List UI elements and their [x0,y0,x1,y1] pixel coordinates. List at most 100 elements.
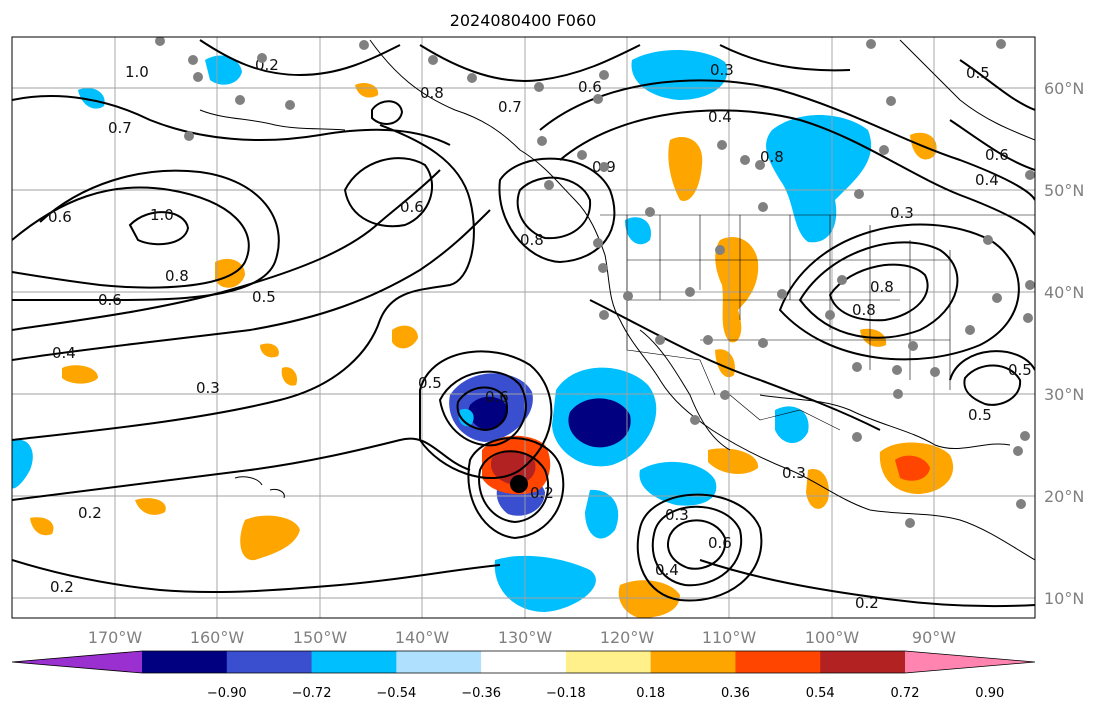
station-dot [184,131,194,141]
orange-region-r [355,83,379,98]
station-dot [1025,170,1035,180]
lon-tick-label: 120°W [600,628,655,647]
map-background [12,37,1035,618]
station-dot [758,202,768,212]
hawaii-islands [234,476,285,499]
contour-label: 0.2 [78,504,102,522]
contour-top-3 [719,44,851,72]
contour-labels: 1.0 0.2 0.7 0.6 0.5 0.8 1.0 0.6 0.8 0.5 … [48,56,1032,612]
contour-0p3-west [12,124,475,441]
contour-label: 0.7 [108,119,132,137]
baja-coastline [639,329,731,451]
station-dot [879,145,889,155]
contour-0p6-ne [949,119,1035,171]
station-dot [593,238,603,248]
contour-0p2-se [699,559,1035,608]
station-dot [825,310,835,320]
contour-0p2-west [12,437,471,501]
station-markers [155,37,1035,528]
station-dot [965,325,975,335]
colorbar-extend-high [905,651,1035,673]
contour-label: 1.0 [150,206,174,224]
station-dot [715,245,725,255]
station-dot [886,96,896,106]
contour-0p2-south [12,559,501,594]
contour-label: 0.5 [966,64,990,82]
lat-tick-label: 40°N [1044,283,1084,302]
lon-tick-label: 90°W [912,628,956,647]
contour-east-loop-2 [949,350,1035,381]
station-dot [359,40,369,50]
latitude-axis: 60°N 50°N 40°N 30°N 20°N 10°N [1044,79,1084,608]
contour-top-2 [419,44,641,82]
station-dot [1013,446,1023,456]
colorbar-tick-label: −0.54 [376,686,416,701]
colorbar-bin [735,651,821,673]
contour-label: 0.6 [985,146,1009,164]
orange-region-m [392,325,418,349]
station-dot [930,367,940,377]
station-dot [685,287,695,297]
station-dot [996,39,1006,49]
contour-label: 0.6 [485,388,509,406]
station-dot [866,39,876,49]
colorbar-bin [142,651,228,673]
contour-1p0-west [128,211,190,246]
station-dot [534,82,544,92]
contour-label: 0.4 [52,344,76,362]
contour-cyclone-b-2 [651,505,743,587]
hudson-coastline [899,39,1035,141]
map-frame [11,36,1036,619]
contour-cyclone-a-1 [438,370,527,447]
longitude-axis: 170°W 160°W 150°W 140°W 130°W 120°W 110°… [88,628,956,647]
colorbar-bin [481,651,567,673]
station-dot [467,73,477,83]
contour-label: 0.5 [252,288,276,306]
orange-region-e [240,515,300,561]
blue-region-i [78,87,105,109]
orange-region-q [715,349,735,378]
station-dot [777,289,787,299]
contour-small-loop [371,100,404,125]
contour-0p8-west [12,169,280,302]
station-dot [983,235,993,245]
station-dot [892,365,902,375]
lon-tick-label: 160°W [190,628,245,647]
contour-label: 0.6 [708,534,732,552]
shaded-anomaly-fields [12,50,954,618]
station-dot [599,310,609,320]
colorbar-bin [396,651,482,673]
contour-label: 0.8 [852,301,876,319]
orange-region-h [135,498,166,515]
contour-label: 0.6 [400,198,424,216]
station-dot [893,389,903,399]
contour-label: 0.8 [420,84,444,102]
contour-label: 1.0 [125,63,149,81]
contour-label: 0.3 [710,61,734,79]
colorbar-tick-label: 0.54 [806,686,835,701]
station-dot [852,432,862,442]
navy-core-b [468,396,508,430]
colorbar-tick-label: −0.18 [546,686,586,701]
station-dot [599,70,609,80]
contour-label: 0.3 [665,506,689,524]
contour-label: 0.8 [520,231,544,249]
colorbar-extend-low [12,651,142,673]
station-dot [155,37,165,46]
station-dot [577,150,587,160]
station-dot [285,100,295,110]
contour-0p9-coast [498,157,616,264]
orange-region-d [668,137,703,201]
orange-region-f [215,258,245,288]
blue-region-m [625,217,651,245]
station-dot [598,263,608,273]
map-panel: 1.0 0.2 0.7 0.6 0.5 0.8 1.0 0.6 0.8 0.5 … [12,37,1035,618]
station-dot [905,518,915,528]
contour-0p5-west [12,169,441,331]
contour-label: 0.2 [855,594,879,612]
orange-region-n [260,343,279,358]
contour-east-3 [778,223,1020,361]
station-dot [428,55,438,65]
lat-tick-label: 10°N [1044,589,1084,608]
